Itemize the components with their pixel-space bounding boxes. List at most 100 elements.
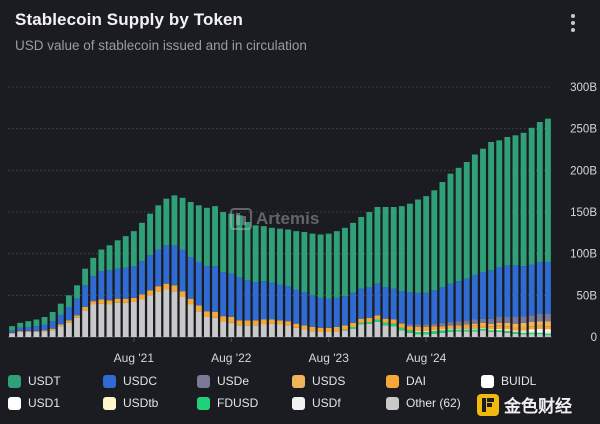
bar-stack-Mar '22[interactable]	[220, 212, 227, 337]
bar-stack-Mar '25[interactable]	[512, 135, 519, 337]
bar-stack-Feb '25[interactable]	[504, 137, 511, 337]
bar-stack-Apr '20[interactable]	[33, 319, 40, 338]
bar-stack-Jan '22[interactable]	[204, 207, 210, 337]
bar-segment-other-62-	[195, 311, 202, 337]
bar-stack-Aug '24[interactable]	[455, 167, 462, 337]
bar-stack-Apr '24[interactable]	[423, 196, 430, 337]
bar-stack-Jul '23[interactable]	[350, 222, 356, 337]
bar-stack-Mar '23[interactable]	[317, 234, 324, 338]
bar-stack-Jan '21[interactable]	[106, 245, 113, 337]
bar-segment-usdt	[163, 198, 170, 246]
bar-segment-usdt	[358, 217, 365, 289]
bar-stack-Oct '22[interactable]	[277, 228, 283, 337]
bar-stack-Jul '25[interactable]	[545, 118, 551, 337]
bar-stack-Feb '22[interactable]	[212, 206, 218, 337]
more-vertical-icon[interactable]	[566, 12, 580, 34]
bar-stack-Jun '22[interactable]	[244, 222, 251, 337]
bar-stack-Nov '22[interactable]	[285, 229, 292, 338]
legend-item-usdtb[interactable]: USDtb	[103, 396, 158, 410]
bar-stack-May '21[interactable]	[139, 222, 145, 337]
bar-stack-May '23[interactable]	[333, 231, 340, 337]
bar-stack-Dec '24[interactable]	[488, 142, 495, 337]
bar-stack-May '24[interactable]	[431, 190, 438, 337]
x-tick-label: Aug '22	[211, 351, 252, 365]
bar-segment-usdc	[406, 292, 413, 325]
bar-stack-Jul '20[interactable]	[57, 303, 64, 337]
bar-segment-usdtb	[512, 331, 519, 332]
bar-stack-Apr '21[interactable]	[130, 231, 137, 337]
bar-stack-Apr '22[interactable]	[228, 213, 235, 337]
bar-stack-Aug '21[interactable]	[163, 198, 170, 337]
bar-stack-Sep '22[interactable]	[268, 227, 275, 337]
bar-stack-Aug '23[interactable]	[358, 217, 365, 337]
bar-stack-Mar '21[interactable]	[122, 236, 129, 337]
bar-segment-other-62-	[382, 325, 389, 337]
bar-stack-Jan '24[interactable]	[398, 206, 405, 337]
legend-item-usdt[interactable]: USDT	[8, 374, 61, 388]
bar-stack-Jan '20[interactable]	[9, 326, 15, 337]
bar-stack-Sep '21[interactable]	[171, 195, 178, 337]
bar-segment-dai	[9, 332, 15, 334]
legend-item-dai[interactable]: DAI	[386, 374, 426, 388]
bar-stack-May '20[interactable]	[41, 317, 48, 337]
bar-stack-May '25[interactable]	[528, 127, 535, 337]
bar-stack-Feb '23[interactable]	[309, 233, 316, 337]
bar-segment-dai	[317, 327, 324, 332]
bar-stack-Dec '23[interactable]	[390, 207, 397, 337]
bar-stack-Feb '20[interactable]	[17, 322, 24, 337]
bar-stack-Nov '23[interactable]	[382, 207, 389, 337]
legend-item-other[interactable]: Other (62)	[386, 396, 461, 410]
bar-stack-Dec '22[interactable]	[293, 231, 300, 337]
bar-stack-Jan '23[interactable]	[301, 232, 308, 337]
legend-swatch-other	[386, 396, 399, 410]
bar-stack-Sep '23[interactable]	[366, 212, 373, 337]
bar-segment-dai	[228, 317, 235, 323]
bar-stack-Sep '20[interactable]	[74, 285, 80, 337]
bar-stack-Feb '21[interactable]	[114, 240, 121, 337]
bar-stack-Jun '24[interactable]	[439, 182, 446, 337]
bar-segment-usdc	[57, 314, 64, 325]
bar-stack-Mar '24[interactable]	[415, 199, 421, 338]
bar-segment-usdt	[350, 222, 356, 293]
bar-stack-Nov '20[interactable]	[90, 257, 97, 337]
legend-item-usd1[interactable]: USD1	[8, 396, 60, 410]
bar-stack-Dec '20[interactable]	[98, 249, 105, 338]
bar-stack-Feb '24[interactable]	[406, 203, 413, 337]
bar-stack-Oct '20[interactable]	[82, 268, 89, 337]
bar-segment-other-62-	[33, 332, 40, 337]
bar-segment-usdc	[195, 262, 202, 306]
legend-item-fdusd[interactable]: FDUSD	[197, 396, 258, 410]
bar-stack-Oct '24[interactable]	[471, 154, 478, 338]
bar-stack-Apr '25[interactable]	[520, 132, 527, 337]
bar-stack-Nov '21[interactable]	[187, 202, 194, 337]
bar-stack-May '22[interactable]	[236, 215, 243, 337]
bar-stack-Jun '25[interactable]	[536, 122, 543, 337]
bar-stack-Jun '23[interactable]	[342, 227, 348, 337]
bar-stack-Oct '23[interactable]	[374, 207, 381, 337]
bar-stack-Nov '24[interactable]	[480, 148, 486, 337]
bar-segment-other-62-	[545, 336, 551, 337]
bar-stack-Sep '24[interactable]	[463, 162, 470, 337]
bar-stack-Mar '20[interactable]	[25, 321, 32, 337]
legend-row-2: USD1 USDtb FDUSD USDf Other (62)	[8, 396, 593, 418]
legend-item-usde[interactable]: USDe	[197, 374, 249, 388]
bar-stack-Jun '20[interactable]	[49, 312, 56, 337]
legend-item-usdf[interactable]: USDf	[292, 396, 341, 410]
bar-stack-Aug '20[interactable]	[65, 295, 72, 337]
bar-segment-dai	[179, 291, 186, 297]
bar-stack-Jun '21[interactable]	[147, 213, 154, 337]
bar-stack-Jul '21[interactable]	[155, 205, 162, 337]
bar-stack-Jul '22[interactable]	[252, 225, 259, 337]
bar-stack-Jan '25[interactable]	[496, 140, 503, 337]
legend-item-buidl[interactable]: BUIDL	[481, 374, 536, 388]
legend-item-usds[interactable]: USDS	[292, 374, 345, 388]
bar-stack-Apr '23[interactable]	[325, 233, 332, 337]
bar-stack-Jul '24[interactable]	[447, 173, 454, 337]
bar-stack-Dec '21[interactable]	[195, 205, 202, 337]
bar-segment-other-62-	[41, 331, 48, 337]
bar-stack-Aug '22[interactable]	[260, 226, 267, 337]
bar-segment-usdt	[49, 312, 56, 322]
legend-item-usdc[interactable]: USDC	[103, 374, 157, 388]
bar-stack-Oct '21[interactable]	[179, 197, 186, 337]
